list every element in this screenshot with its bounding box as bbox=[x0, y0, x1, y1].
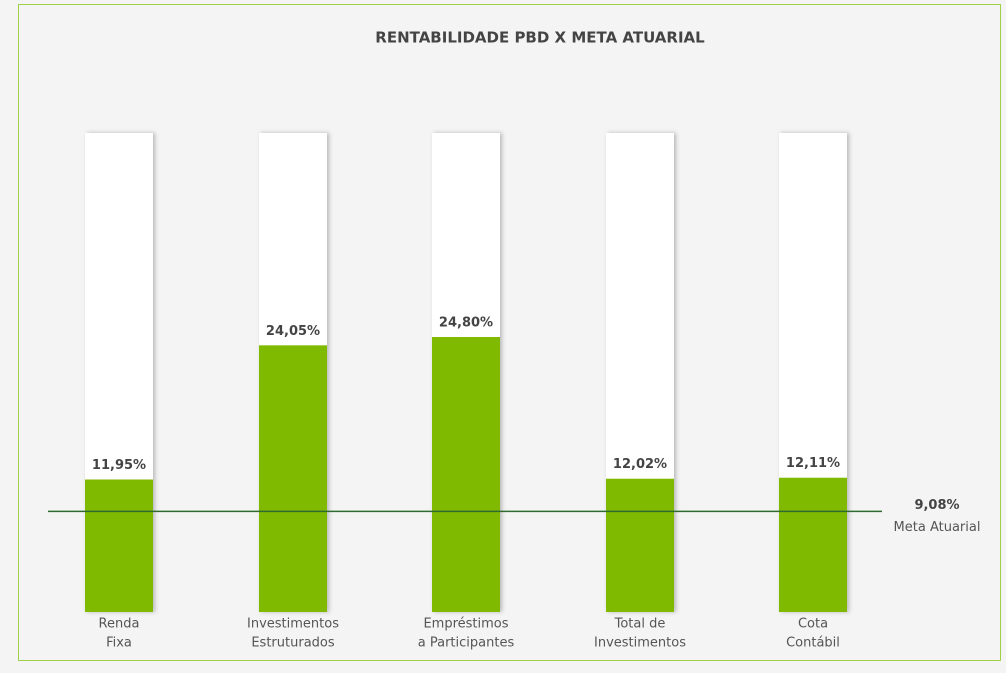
chart-title: RENTABILIDADE PBD X META ATUARIAL bbox=[375, 29, 705, 47]
data-label: 12,11% bbox=[786, 456, 840, 471]
reference-label: Meta Atuarial bbox=[894, 520, 981, 535]
data-label: 11,95% bbox=[92, 458, 146, 473]
x-tick-label: Investimentos bbox=[247, 617, 339, 632]
x-tick-label: Total de bbox=[614, 617, 666, 632]
bar bbox=[432, 337, 500, 612]
x-tick-label: Cota bbox=[798, 617, 828, 632]
data-label: 24,05% bbox=[266, 324, 320, 339]
reference-value-label: 9,08% bbox=[914, 498, 959, 513]
x-tick-label: Fixa bbox=[106, 636, 132, 651]
data-label: 24,80% bbox=[439, 316, 493, 331]
chart-frame bbox=[18, 4, 1001, 661]
bar bbox=[606, 478, 674, 612]
x-tick-label: Contábil bbox=[786, 636, 840, 651]
data-label: 12,02% bbox=[613, 457, 667, 472]
x-tick-label: Investimentos bbox=[594, 636, 686, 651]
x-tick-label: Renda bbox=[99, 617, 140, 632]
bar bbox=[259, 345, 327, 612]
x-tick-label: Empréstimos bbox=[423, 617, 508, 632]
x-tick-label: a Participantes bbox=[418, 636, 515, 651]
x-tick-label: Estruturados bbox=[251, 636, 335, 651]
bar bbox=[779, 477, 847, 612]
bar bbox=[85, 479, 153, 612]
